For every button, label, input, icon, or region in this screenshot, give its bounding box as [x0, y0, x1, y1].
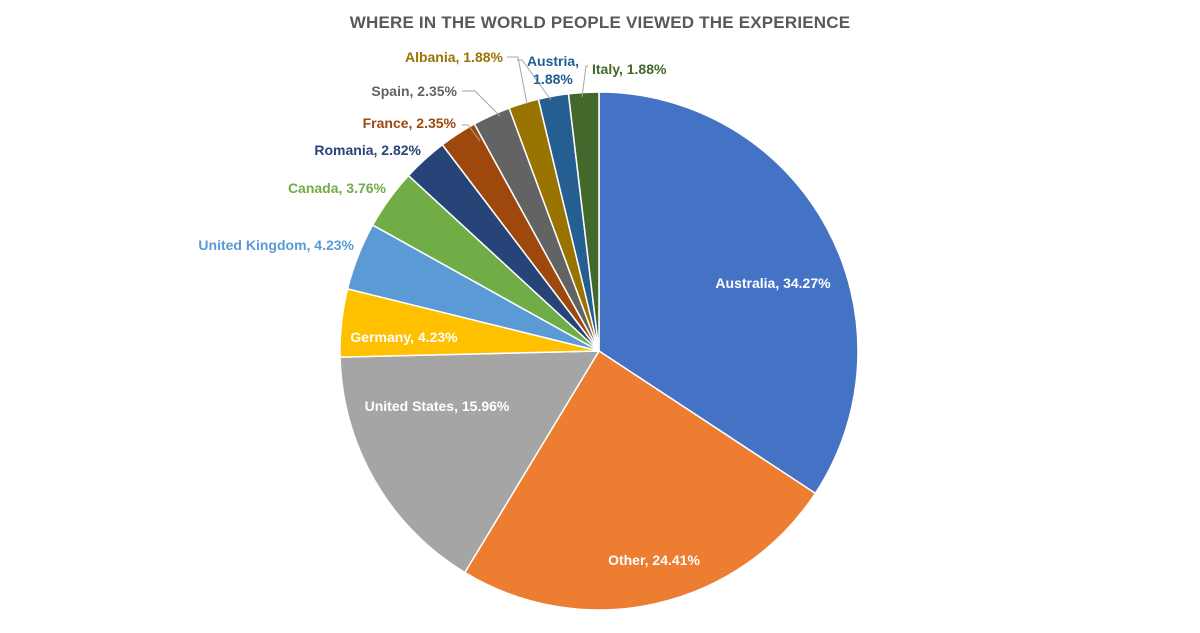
pie-slice-italy [567, 91, 600, 352]
data-label-united-kingdom: United Kingdom, 4.23% [198, 237, 354, 253]
data-label-australia: Australia, 34.27% [715, 275, 831, 291]
pie-slices [339, 91, 859, 611]
leader-line-albania [507, 56, 528, 105]
leader-line-italy [581, 65, 588, 98]
data-label-canada: Canada, 3.76% [288, 180, 387, 196]
data-label-other: Other, 24.41% [608, 552, 700, 568]
data-label-albania: Albania, 1.88% [405, 49, 504, 65]
data-label-romania: Romania, 2.82% [314, 142, 421, 158]
leader-line-spain [462, 90, 501, 117]
data-labels: Australia, 34.27% Other, 24.41% United Sta… [198, 49, 831, 568]
data-label-germany: Germany, 4.23% [350, 329, 458, 345]
data-label-france: France, 2.35% [363, 115, 457, 131]
pie-slice-united-states [339, 350, 600, 574]
data-label-united-states: United States, 15.96% [365, 398, 510, 414]
leader-lines [462, 56, 588, 142]
data-label-italy: Italy, 1.88% [592, 61, 667, 77]
pie-slice-other [464, 350, 817, 611]
data-label-spain: Spain, 2.35% [371, 83, 457, 99]
leader-line-austria [517, 59, 552, 101]
chart-title: WHERE IN THE WORLD PEOPLE VIEWED THE EXP… [349, 13, 851, 32]
leader-line-france [462, 124, 481, 142]
data-label-austria: Austria, 1.88% [527, 53, 579, 87]
